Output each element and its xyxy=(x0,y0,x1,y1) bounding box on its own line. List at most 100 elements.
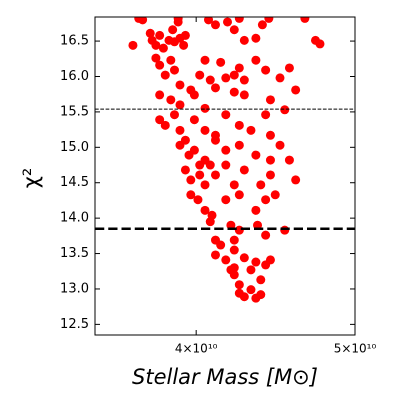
point xyxy=(300,17,310,23)
point xyxy=(200,180,210,190)
point xyxy=(251,55,261,65)
point xyxy=(270,190,280,200)
point xyxy=(221,145,231,155)
point xyxy=(180,30,190,40)
point xyxy=(251,257,261,267)
y-tick-label: 13.0 xyxy=(60,281,89,296)
point xyxy=(169,65,179,75)
point xyxy=(200,125,210,135)
point xyxy=(155,90,165,100)
point xyxy=(195,70,205,80)
point xyxy=(205,75,215,85)
point xyxy=(193,195,203,205)
point xyxy=(253,220,263,230)
y-tick-label: 16.0 xyxy=(60,69,89,84)
y-tick-label: 16.5 xyxy=(60,34,89,49)
point xyxy=(261,65,271,75)
point xyxy=(226,220,236,230)
point xyxy=(186,190,196,200)
point xyxy=(205,160,215,170)
point xyxy=(216,57,226,67)
point xyxy=(239,90,249,100)
point xyxy=(166,55,176,65)
point xyxy=(265,155,275,165)
point xyxy=(189,145,199,155)
point xyxy=(239,253,249,263)
point xyxy=(234,190,244,200)
point xyxy=(234,280,244,290)
point xyxy=(210,170,220,180)
y-tick-label: 14.5 xyxy=(60,175,89,190)
point xyxy=(256,290,266,300)
point xyxy=(284,155,294,165)
point xyxy=(180,165,190,175)
point xyxy=(229,235,239,245)
point xyxy=(246,285,256,295)
point xyxy=(210,250,220,260)
point xyxy=(234,225,244,235)
y-tick-label: 14.0 xyxy=(60,211,89,226)
point xyxy=(223,17,233,27)
point xyxy=(261,195,271,205)
point xyxy=(261,230,271,240)
point xyxy=(200,205,210,215)
x-axis-label: Stellar Mass [M⊙] xyxy=(132,365,318,389)
point xyxy=(216,240,226,250)
point xyxy=(261,260,271,270)
point xyxy=(158,43,168,53)
point xyxy=(145,28,155,38)
point xyxy=(200,55,210,65)
point xyxy=(128,40,138,50)
point xyxy=(257,20,267,30)
point xyxy=(155,30,165,40)
point xyxy=(173,17,183,23)
point xyxy=(155,115,165,125)
x-tick-label: 5×10¹⁰ xyxy=(334,342,377,356)
point xyxy=(221,73,231,83)
point xyxy=(251,150,261,160)
point xyxy=(166,95,176,105)
point xyxy=(280,105,290,115)
point xyxy=(234,120,244,130)
point xyxy=(246,125,256,135)
point xyxy=(229,87,239,97)
point xyxy=(264,17,274,23)
point xyxy=(280,225,290,235)
plot-area xyxy=(128,17,325,303)
point xyxy=(160,120,170,130)
y-tick-label: 15.5 xyxy=(60,104,89,119)
point xyxy=(221,255,231,265)
x-tick-label: 4×10¹⁰ xyxy=(175,342,218,356)
point xyxy=(204,17,214,25)
point xyxy=(221,195,231,205)
point xyxy=(234,63,244,73)
point xyxy=(239,35,249,45)
point xyxy=(284,63,294,73)
point xyxy=(234,140,244,150)
point xyxy=(189,115,199,125)
point xyxy=(186,175,196,185)
point xyxy=(175,100,185,110)
point xyxy=(315,39,325,49)
point xyxy=(179,40,189,50)
point xyxy=(261,110,271,120)
point xyxy=(210,83,220,93)
point xyxy=(234,17,244,23)
point xyxy=(175,140,185,150)
point xyxy=(239,165,249,175)
point xyxy=(229,270,239,280)
y-tick-label: 15.0 xyxy=(60,140,89,155)
point xyxy=(175,80,185,90)
point xyxy=(229,245,239,255)
point xyxy=(169,110,179,120)
point xyxy=(221,160,231,170)
point xyxy=(251,205,261,215)
point xyxy=(265,130,275,140)
y-tick-label: 12.5 xyxy=(60,317,89,332)
point xyxy=(229,180,239,190)
point xyxy=(265,170,275,180)
axes-frame xyxy=(94,16,356,336)
point xyxy=(138,17,148,25)
point xyxy=(155,60,165,70)
